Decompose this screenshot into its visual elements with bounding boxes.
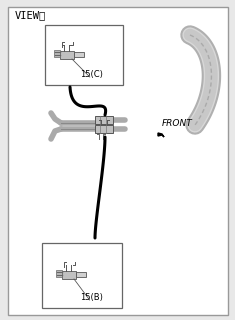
Text: 15(C): 15(C): [80, 70, 103, 79]
Bar: [42, 243, 122, 308]
Bar: [62, 271, 76, 279]
Bar: [95, 116, 113, 124]
Polygon shape: [158, 133, 164, 137]
Bar: [76, 272, 86, 277]
Bar: [45, 25, 123, 85]
Bar: [74, 52, 84, 57]
Bar: [95, 125, 113, 133]
Bar: [60, 51, 74, 59]
Bar: [56, 270, 62, 277]
Text: FRONT: FRONT: [162, 118, 193, 127]
Text: VIEWⓔ: VIEWⓔ: [15, 10, 46, 20]
Bar: [54, 50, 60, 57]
Text: 15(B): 15(B): [80, 293, 103, 302]
